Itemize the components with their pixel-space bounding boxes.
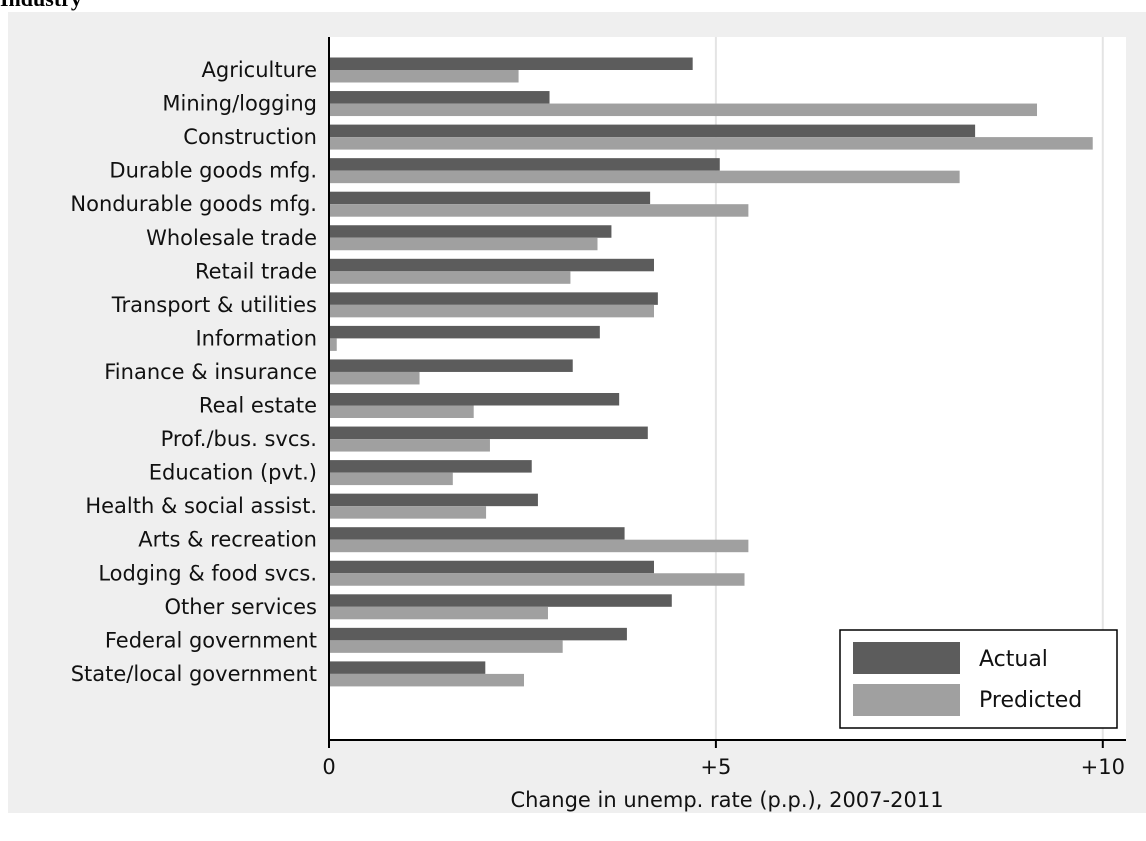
legend-label-actual: Actual: [979, 647, 1048, 672]
bar-predicted: [329, 539, 749, 553]
category-label: Federal government: [105, 628, 317, 652]
bar-predicted: [329, 170, 960, 184]
bar-predicted: [329, 506, 487, 519]
x-axis-ticks: 0 +5 +10: [322, 740, 1125, 779]
category-label: Finance & insurance: [104, 360, 317, 384]
bars: [329, 57, 1093, 687]
bar-actual: [329, 627, 627, 641]
category-label: Construction: [183, 125, 317, 149]
bar-actual: [329, 158, 720, 171]
category-label: Prof./bus. svcs.: [161, 427, 317, 451]
bar-actual: [329, 359, 573, 372]
bar-predicted: [329, 237, 598, 251]
category-label: Durable goods mfg.: [109, 159, 317, 183]
bar-predicted: [329, 271, 571, 284]
legend-label-predicted: Predicted: [979, 688, 1082, 713]
bar-predicted: [329, 606, 548, 620]
bar-actual: [329, 393, 620, 406]
bar-predicted: [329, 70, 519, 83]
bar-predicted: [329, 439, 490, 452]
bar-actual: [329, 91, 550, 104]
bar-predicted: [329, 338, 337, 351]
plot-area: [329, 37, 1126, 740]
category-label: Health & social assist.: [85, 494, 317, 518]
category-label: Other services: [165, 595, 317, 619]
category-label: Information: [195, 326, 317, 350]
bar-chart: Agriculture Mining/logging Construction Dur…: [70, 37, 1126, 812]
bar-actual: [329, 594, 672, 607]
category-labels: Agriculture Mining/logging Construction Dur…: [70, 58, 317, 686]
bar-actual: [329, 292, 658, 305]
figure-panel: Agriculture Mining/logging Construction Dur…: [8, 12, 1146, 813]
category-label: Arts & recreation: [138, 528, 317, 552]
bar-predicted: [329, 204, 749, 217]
category-label: Education (pvt.): [149, 461, 317, 485]
bar-predicted: [329, 640, 563, 653]
category-label: Real estate: [199, 394, 317, 418]
bar-actual: [329, 258, 654, 272]
figure-heading: Industry: [0, 0, 82, 12]
bar-actual: [329, 225, 612, 238]
category-label: State/local government: [71, 662, 317, 686]
bar-actual: [329, 426, 648, 440]
bar-predicted: [329, 103, 1038, 117]
bar-actual: [329, 560, 654, 574]
bar-actual: [329, 527, 625, 540]
legend-swatch-actual: [853, 642, 960, 674]
bar-predicted: [329, 573, 745, 586]
bar-actual: [329, 661, 486, 674]
bar-predicted: [329, 472, 453, 486]
category-label: Transport & utilities: [111, 293, 317, 317]
legend: Actual Predicted: [839, 629, 1118, 729]
bar-actual: [329, 124, 976, 138]
bar-actual: [329, 57, 693, 70]
x-tick-label: 0: [322, 755, 335, 779]
x-tick-label: +5: [700, 755, 731, 779]
bar-predicted: [329, 405, 474, 418]
category-label: Mining/logging: [162, 92, 317, 116]
legend-swatch-predicted: [853, 684, 960, 716]
category-label: Retail trade: [195, 259, 317, 283]
category-label: Wholesale trade: [146, 226, 317, 250]
bar-actual: [329, 460, 532, 473]
category-label: Nondurable goods mfg.: [70, 192, 317, 216]
x-axis-title: Change in unemp. rate (p.p.), 2007-2011: [510, 788, 943, 812]
bar-actual: [329, 325, 600, 339]
bar-actual: [329, 493, 538, 507]
category-label: Agriculture: [202, 58, 318, 82]
bar-actual: [329, 191, 651, 205]
bar-predicted: [329, 673, 524, 687]
x-tick-label: +10: [1081, 755, 1125, 779]
category-label: Lodging & food svcs.: [98, 561, 317, 585]
bar-predicted: [329, 371, 420, 385]
bar-predicted: [329, 137, 1093, 150]
grid-lines: [714, 37, 1104, 740]
bar-predicted: [329, 304, 654, 318]
